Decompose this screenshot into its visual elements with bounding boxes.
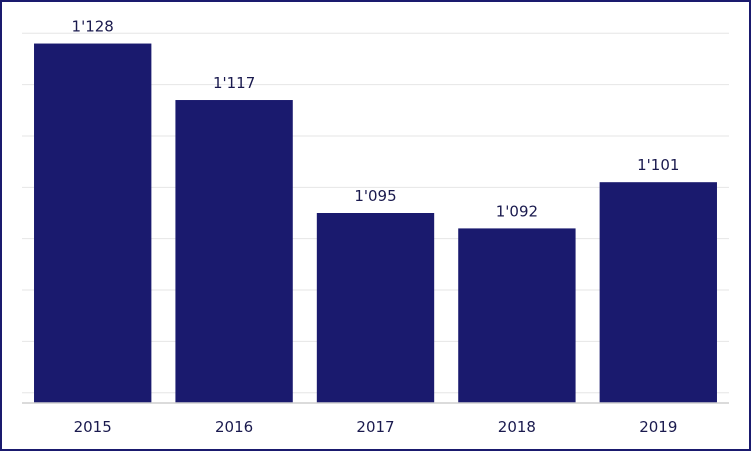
data-label-2019: 1'101 bbox=[637, 156, 679, 174]
bar-2018 bbox=[458, 228, 576, 403]
data-label-2017: 1'095 bbox=[354, 187, 396, 205]
bar-2019 bbox=[599, 182, 717, 403]
data-label-2015: 1'128 bbox=[72, 18, 114, 36]
x-tick-labels: 2015 2016 2017 2018 2019 bbox=[74, 418, 678, 436]
bar-2015 bbox=[34, 43, 152, 404]
x-tick-label-2017: 2017 bbox=[356, 418, 394, 436]
bars bbox=[34, 43, 717, 404]
x-tick-label-2016: 2016 bbox=[215, 418, 253, 436]
x-tick-label-2018: 2018 bbox=[498, 418, 536, 436]
x-tick-label-2019: 2019 bbox=[639, 418, 677, 436]
bar-2016 bbox=[175, 100, 293, 403]
data-labels: 1'128 1'117 1'095 1'092 1'101 bbox=[72, 18, 680, 221]
data-label-2018: 1'092 bbox=[496, 202, 538, 220]
x-tick-label-2015: 2015 bbox=[74, 418, 112, 436]
bar-2017 bbox=[316, 213, 435, 403]
data-label-2016: 1'117 bbox=[213, 74, 255, 92]
